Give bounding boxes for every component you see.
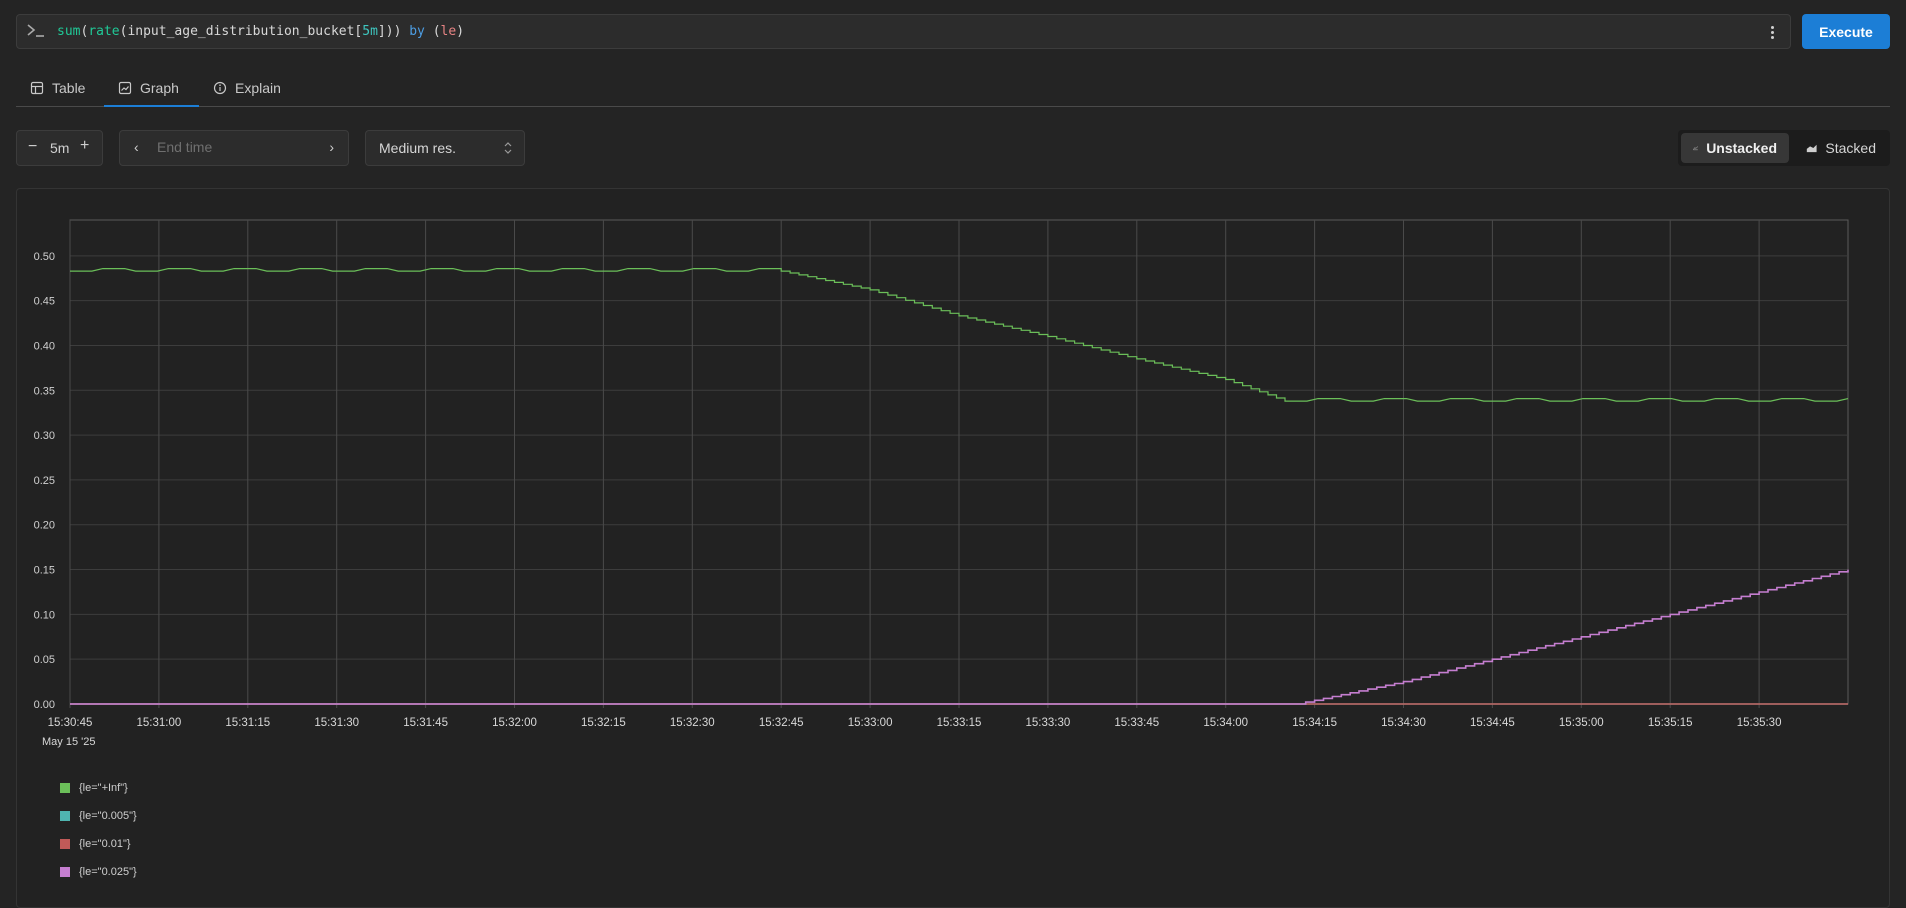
stack-mode-toggle: Unstacked Stacked: [1678, 130, 1890, 166]
x-tick-label: 15:35:15: [1648, 717, 1693, 729]
x-tick-label: 15:34:30: [1381, 717, 1426, 729]
tab-explain[interactable]: Explain: [199, 70, 299, 106]
resolution-value: Medium res.: [379, 140, 457, 156]
graph-panel: [16, 188, 1890, 908]
x-tick-label: 15:34:15: [1292, 717, 1337, 729]
y-tick-label: 0.05: [34, 654, 55, 666]
tab-graph[interactable]: Graph: [104, 70, 199, 107]
y-tick-label: 0.50: [34, 251, 55, 263]
end-time-control: ‹ ›: [119, 130, 349, 166]
y-tick-label: 0.00: [34, 699, 55, 711]
x-tick-label: 15:33:45: [1114, 717, 1159, 729]
x-tick-label: 15:31:15: [225, 717, 270, 729]
legend-label: {le="+Inf"}: [79, 782, 128, 794]
x-axis-date-label: May 15 '25: [42, 736, 95, 748]
table-icon: [30, 81, 44, 95]
x-tick-label: 15:32:00: [492, 717, 537, 729]
y-tick-label: 0.25: [34, 475, 55, 487]
query-token: (: [80, 24, 89, 39]
terminal-prompt-icon: [26, 22, 48, 42]
x-tick-label: 15:32:45: [759, 717, 804, 729]
query-token: (input_age_distribution_bucket[: [119, 24, 363, 39]
x-tick-label: 15:31:30: [314, 717, 359, 729]
legend-swatch: [60, 783, 70, 793]
stacked-button[interactable]: Stacked: [1794, 133, 1888, 163]
y-tick-label: 0.10: [34, 609, 55, 621]
end-time-input[interactable]: [155, 138, 309, 156]
line-chart-icon: [1693, 146, 1698, 151]
legend-label: {le="0.01"}: [79, 838, 131, 850]
y-tick-label: 0.45: [34, 296, 55, 308]
unstacked-button[interactable]: Unstacked: [1681, 133, 1789, 163]
query-token: le: [440, 24, 457, 39]
x-tick-label: 15:32:30: [670, 717, 715, 729]
query-token: by: [409, 24, 425, 39]
legend-item[interactable]: {le="0.025"}: [60, 866, 137, 878]
tab-graph-label: Graph: [140, 79, 179, 96]
tab-explain-label: Explain: [235, 80, 281, 96]
tab-table[interactable]: Table: [16, 70, 104, 106]
y-tick-label: 0.15: [34, 565, 55, 577]
chevron-updown-icon: [504, 142, 512, 154]
range-increase-button[interactable]: +: [80, 137, 90, 154]
resolution-select[interactable]: Medium res.: [365, 130, 525, 166]
legend-label: {le="0.005"}: [79, 810, 137, 822]
legend-item[interactable]: {le="+Inf"}: [60, 782, 128, 794]
legend-swatch: [60, 839, 70, 849]
x-tick-label: 15:35:30: [1737, 717, 1782, 729]
y-tick-label: 0.35: [34, 385, 55, 397]
series-line-3: [70, 569, 1849, 705]
query-token: sum: [57, 24, 81, 39]
series-line-0: [70, 268, 1849, 402]
query-token: 5m: [362, 24, 378, 39]
chevron-right-icon[interactable]: ›: [329, 139, 334, 155]
legend-swatch: [60, 811, 70, 821]
query-token: rate: [88, 24, 120, 39]
y-tick-label: 0.20: [34, 520, 55, 532]
legend-item[interactable]: {le="0.01"}: [60, 838, 131, 850]
query-token: ): [456, 24, 465, 39]
query-token: (: [424, 24, 441, 39]
y-tick-label: 0.40: [34, 340, 55, 352]
x-tick-label: 15:34:45: [1470, 717, 1515, 729]
query-token: ])): [377, 24, 410, 39]
x-tick-label: 15:30:45: [48, 717, 93, 729]
legend-label: {le="0.025"}: [79, 866, 137, 878]
query-expression[interactable]: sum(rate(input_age_distribution_bucket[5…: [57, 24, 464, 39]
x-tick-label: 15:31:45: [403, 717, 448, 729]
x-tick-label: 15:32:15: [581, 717, 626, 729]
execute-button[interactable]: Execute: [1802, 14, 1890, 49]
x-tick-label: 15:33:00: [848, 717, 893, 729]
legend-item[interactable]: {le="0.005"}: [60, 810, 137, 822]
legend-swatch: [60, 867, 70, 877]
more-options-icon[interactable]: [1764, 23, 1780, 41]
unstacked-label: Unstacked: [1706, 140, 1777, 156]
x-tick-label: 15:33:30: [1026, 717, 1071, 729]
range-decrease-button[interactable]: −: [28, 138, 38, 155]
tab-table-label: Table: [52, 80, 86, 96]
range-control: − 5m +: [16, 130, 103, 166]
x-tick-label: 15:33:15: [937, 717, 982, 729]
view-tabs: Table Graph Explain: [16, 70, 1890, 107]
chevron-left-icon[interactable]: ‹: [134, 139, 139, 155]
query-editor[interactable]: sum(rate(input_age_distribution_bucket[5…: [16, 14, 1791, 49]
x-tick-label: 15:35:00: [1559, 717, 1604, 729]
x-tick-label: 15:34:00: [1203, 717, 1248, 729]
range-input[interactable]: 5m: [50, 140, 70, 156]
x-tick-label: 15:31:00: [137, 717, 182, 729]
area-chart-icon: [1806, 144, 1817, 153]
graph-icon: [118, 81, 132, 94]
info-icon: [213, 81, 227, 95]
y-tick-label: 0.30: [34, 430, 55, 442]
stacked-label: Stacked: [1825, 140, 1876, 156]
